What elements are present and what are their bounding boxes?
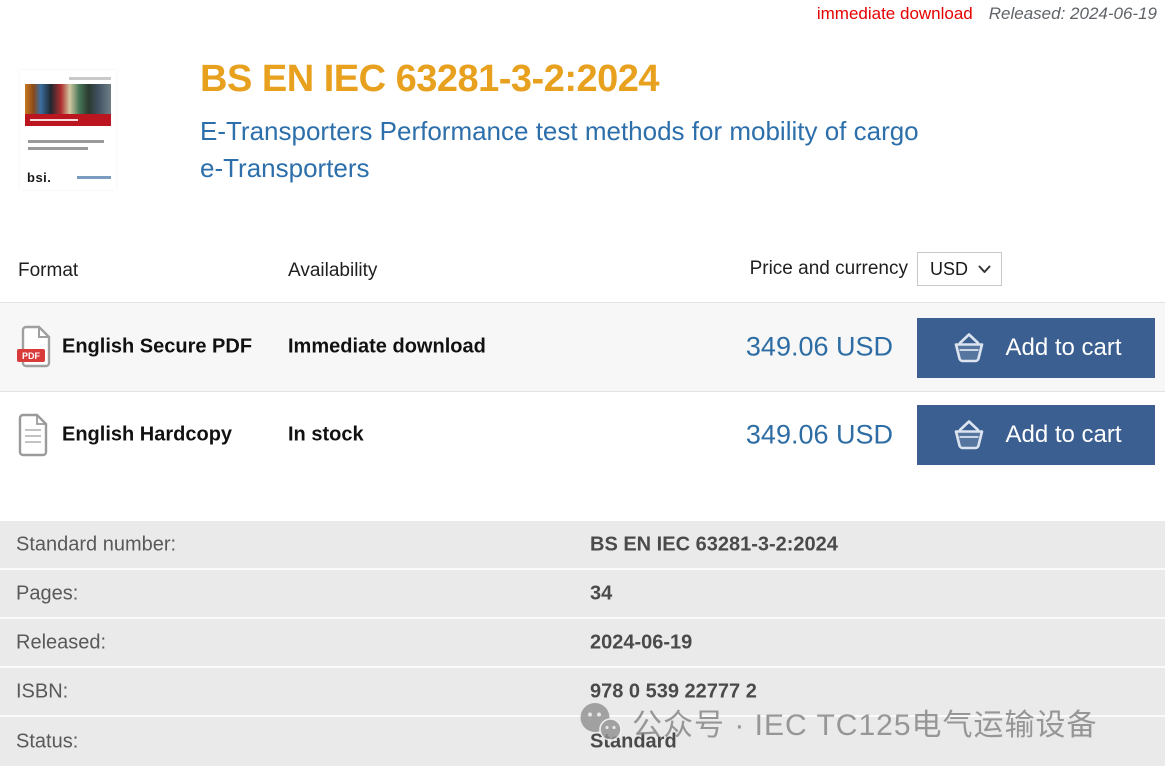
detail-label: Pages:	[16, 582, 79, 604]
cover-title-line	[28, 147, 88, 150]
detail-row-status: Status: Standard	[0, 717, 1165, 766]
chevron-down-icon	[978, 265, 991, 273]
detail-value: 978 0 539 22777 2	[590, 680, 757, 702]
cover-banner-text-placeholder	[30, 119, 78, 121]
detail-label: Standard number:	[16, 533, 177, 555]
price-currency-column-header: Price and currency	[749, 258, 908, 279]
basket-icon	[955, 333, 984, 363]
pdf-file-icon: PDF	[17, 325, 51, 368]
format-column-header: Format	[18, 260, 79, 281]
bsi-logo: bsi.	[27, 170, 52, 185]
availability-label: In stock	[288, 423, 364, 446]
format-label: English Secure PDF	[62, 335, 253, 358]
add-to-cart-label: Add to cart	[1005, 334, 1122, 361]
immediate-download-link[interactable]: immediate download	[816, 4, 973, 23]
detail-value: 2024-06-19	[590, 631, 693, 653]
topbar: immediate download Released: 2024-06-19	[817, 4, 1157, 24]
pricing-row-pdf: PDF English Secure PDF Immediate downloa…	[0, 302, 1165, 392]
currency-select-value: USD	[929, 258, 968, 279]
details-table: Standard number: BS EN IEC 63281-3-2:202…	[0, 521, 1165, 766]
cover-red-banner	[25, 114, 111, 126]
detail-row-standard-number: Standard number: BS EN IEC 63281-3-2:202…	[0, 521, 1165, 570]
format-label: English Hardcopy	[62, 423, 233, 446]
pricing-header-row: Format Availability Price and currency U…	[0, 252, 1165, 292]
detail-label: ISBN:	[16, 680, 69, 702]
svg-text:PDF: PDF	[22, 351, 41, 361]
detail-label: Released:	[16, 631, 107, 653]
cover-title-line	[28, 140, 104, 143]
page-subtitle: E-Transporters Performance test methods …	[200, 116, 919, 183]
cover-photo-strip	[25, 84, 111, 114]
basket-icon	[955, 420, 984, 450]
detail-row-isbn: ISBN: 978 0 539 22777 2	[0, 668, 1165, 717]
cover-footer-text-placeholder	[77, 176, 111, 179]
price-value: 349.06 USD	[745, 331, 893, 362]
add-to-cart-label: Add to cart	[1005, 421, 1122, 448]
pricing-row-hardcopy: English Hardcopy In stock 349.06 USD Add…	[0, 402, 1165, 468]
detail-row-released: Released: 2024-06-19	[0, 619, 1165, 668]
detail-value: Standard	[590, 730, 677, 752]
price-value: 349.06 USD	[745, 419, 893, 450]
detail-row-pages: Pages: 34	[0, 570, 1165, 619]
detail-value: BS EN IEC 63281-3-2:2024	[590, 533, 838, 555]
currency-select[interactable]: USD	[916, 252, 1002, 286]
availability-label: Immediate download	[288, 335, 486, 358]
page-title: BS EN IEC 63281-3-2:2024	[200, 58, 660, 100]
released-date-note: Released: 2024-06-19	[988, 4, 1157, 23]
hardcopy-file-icon	[18, 413, 48, 457]
product-cover-thumbnail: bsi.	[20, 70, 116, 190]
add-to-cart-button-hardcopy[interactable]: Add to cart	[917, 405, 1155, 465]
detail-value: 34	[590, 582, 613, 604]
detail-label: Status:	[16, 730, 79, 752]
availability-column-header: Availability	[288, 260, 378, 281]
cover-ref-text-placeholder	[69, 77, 111, 80]
add-to-cart-button-pdf[interactable]: Add to cart	[917, 318, 1155, 378]
